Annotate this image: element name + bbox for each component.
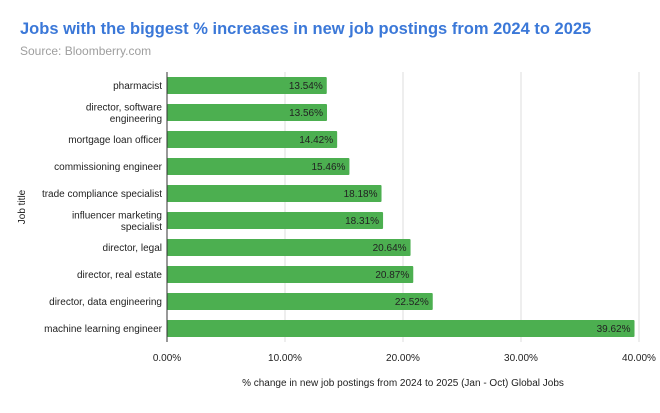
data-label: 18.31% — [345, 216, 379, 227]
y-tick-label: director, software engineering — [86, 103, 163, 126]
x-tick-label: 10.00% — [268, 353, 302, 364]
y-axis-label: Job title — [17, 189, 28, 224]
data-label: 20.64% — [373, 243, 407, 254]
bar — [167, 77, 327, 94]
data-label: 18.18% — [344, 189, 378, 200]
data-label: 39.62% — [597, 324, 631, 335]
x-tick-label: 0.00% — [153, 353, 181, 364]
bar — [167, 320, 635, 337]
chart-title: Jobs with the biggest % increases in new… — [20, 20, 591, 38]
data-label: 15.46% — [312, 162, 346, 173]
y-tick-label: director, legal — [103, 243, 162, 254]
chart-subtitle: Source: Bloomberry.com — [20, 44, 151, 58]
data-label: 13.54% — [289, 81, 323, 92]
data-label: 20.87% — [375, 270, 409, 281]
bar — [167, 158, 350, 175]
data-label: 13.56% — [289, 108, 323, 119]
bar — [167, 239, 411, 256]
y-tick-label: influencer marketing specialist — [72, 211, 162, 234]
bar — [167, 185, 382, 202]
y-tick-label: commissioning engineer — [54, 162, 163, 173]
y-tick-label: director, data engineering — [49, 297, 162, 308]
bar — [167, 212, 384, 229]
y-tick-label: pharmacist — [113, 81, 162, 92]
x-axis-label: % change in new job postings from 2024 t… — [242, 378, 564, 389]
y-tick-label: mortgage loan officer — [68, 135, 162, 146]
bar — [167, 104, 328, 121]
bar — [167, 293, 433, 310]
bar — [167, 131, 338, 148]
data-label: 22.52% — [395, 297, 429, 308]
y-tick-label: trade compliance specialist — [42, 189, 162, 200]
x-tick-label: 20.00% — [386, 353, 420, 364]
data-label: 14.42% — [299, 135, 333, 146]
y-tick-label: machine learning engineer — [44, 324, 163, 335]
bar — [167, 266, 414, 283]
x-tick-label: 30.00% — [504, 353, 538, 364]
x-tick-label: 40.00% — [622, 353, 656, 364]
y-tick-label: director, real estate — [77, 270, 162, 281]
